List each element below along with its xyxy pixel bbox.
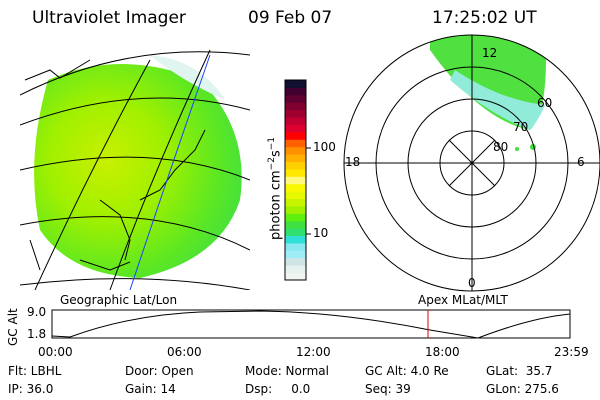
colorbar-label-exp1: −2 — [267, 157, 277, 171]
polar-label-12: 12 — [482, 46, 498, 60]
polar-ring-80: 80 — [493, 140, 509, 154]
xtick-0: 00:00 — [38, 345, 73, 359]
polar-label-6: 6 — [577, 155, 585, 169]
colorbar-label: photon cm−2s−1 — [267, 137, 283, 240]
colorbar-swatch — [285, 183, 306, 192]
instrument-title: Ultraviolet Imager — [32, 8, 186, 28]
date-label: 09 Feb 07 — [248, 8, 333, 28]
colorbar-swatch — [285, 205, 306, 214]
xtick-3: 18:00 — [425, 345, 460, 359]
colorbar-swatch — [285, 257, 306, 266]
colorbar-swatch — [285, 80, 306, 88]
xtick-2: 12:00 — [296, 345, 331, 359]
colorbar-swatch — [285, 272, 306, 281]
polar-label-18: 18 — [345, 155, 361, 169]
polar-ring-60: 60 — [537, 96, 553, 110]
info-field: IP: 36.0 — [8, 382, 54, 396]
colorbar-label-exp2: −1 — [267, 136, 277, 151]
time-label: 17:25:02 UT — [432, 8, 537, 28]
colorbar-swatch — [285, 220, 306, 229]
colorbar-swatch — [285, 117, 306, 125]
colorbar-swatch — [285, 161, 306, 170]
xtick-1: 06:00 — [167, 345, 202, 359]
info-field: Dsp: 0.0 — [245, 382, 311, 396]
polar-plot — [343, 34, 600, 292]
colorbar — [285, 80, 306, 281]
colorbar-swatch — [285, 265, 306, 274]
colorbar-swatch — [285, 176, 306, 185]
colorbar-swatch — [285, 235, 306, 244]
geographic-map — [20, 49, 250, 290]
colorbar-swatch — [285, 124, 306, 133]
ytick-max: 9.0 — [27, 305, 47, 319]
info-field: Seq: 39 — [365, 382, 411, 396]
colorbar-swatch — [285, 213, 306, 222]
colorbar-swatch — [285, 102, 306, 111]
colorbar-swatch — [285, 191, 306, 200]
colorbar-swatch — [285, 242, 306, 251]
colorbar-swatch — [285, 228, 306, 237]
colorbar-swatch — [285, 87, 306, 96]
colorbar-tick-10: 10 — [313, 226, 329, 240]
info-field: Flt: LBHL — [8, 364, 62, 378]
xtick-4: 23:59 — [554, 345, 589, 359]
colorbar-swatch — [285, 198, 306, 207]
info-field: Gain: 14 — [125, 382, 176, 396]
colorbar-swatch — [285, 146, 306, 155]
info-field: GC Alt: 4.0 Re — [365, 364, 449, 378]
colorbar-swatch — [285, 154, 306, 162]
info-field: Mode: Normal — [245, 364, 329, 378]
info-field: Door: Open — [125, 364, 194, 378]
colorbar-swatch — [285, 109, 306, 118]
colorbar-swatch — [285, 131, 306, 140]
info-field: GLon: 275.6 — [486, 382, 559, 396]
colorbar-swatch — [285, 94, 306, 103]
colorbar-label-unit1: photon cm — [268, 170, 284, 240]
timeline-left-title: Geographic Lat/Lon — [60, 293, 178, 307]
altitude-timeline — [51, 309, 571, 339]
info-field: GLat: 35.7 — [486, 364, 553, 378]
timeline-ylabel: GC Alt — [6, 308, 20, 346]
colorbar-label-unit2: s — [268, 150, 284, 158]
timeline-right-title: Apex MLat/MLT — [418, 293, 508, 307]
colorbar-tick-100: 100 — [313, 140, 336, 154]
colorbar-swatch — [285, 250, 306, 259]
colorbar-swatch — [285, 168, 306, 177]
polar-ring-70: 70 — [513, 120, 529, 134]
ytick-min: 1.8 — [27, 327, 47, 341]
polar-label-0: 0 — [468, 276, 476, 290]
colorbar-swatch — [285, 139, 306, 148]
